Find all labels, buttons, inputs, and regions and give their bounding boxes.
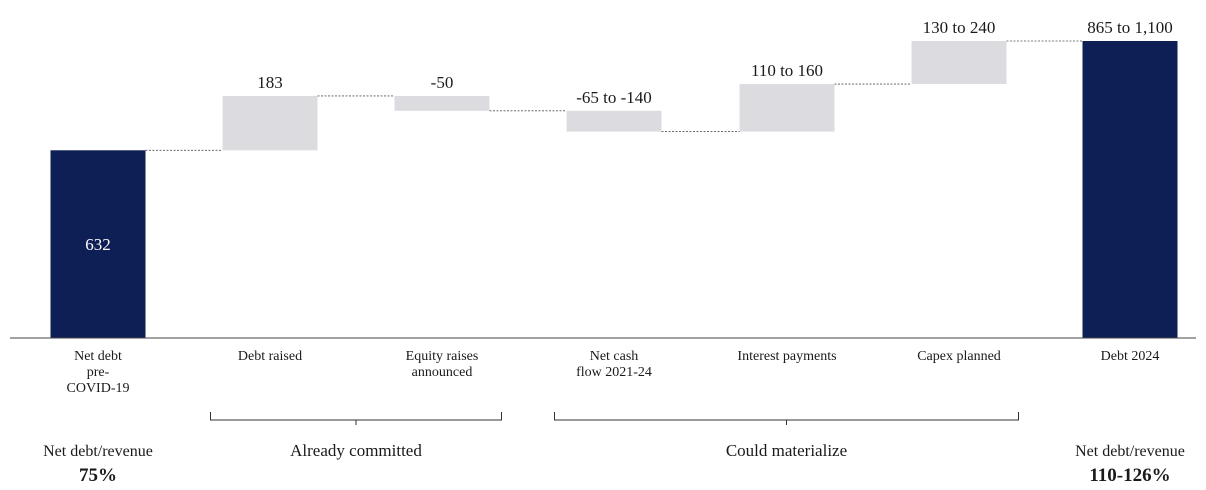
bar-1 [222,95,318,151]
bar-0 [50,150,146,338]
bar-2 [394,95,490,111]
connector-lines [145,40,1083,151]
value-label-0: 632 [85,235,111,254]
group-bracket-1 [554,412,1019,425]
category-label-1: Debt raised [238,349,302,364]
group-bracket-0 [210,412,502,425]
bar-4 [739,84,835,132]
category-label-2-line-0: Equity raises [406,349,479,364]
bar-6 [1082,41,1178,338]
value-label-2: -50 [431,73,454,92]
bar-3 [566,110,662,132]
value-label-3: -65 to -140 [576,88,652,107]
group-label-1: Could materialize [726,441,847,460]
side-note-value-1: 110-126% [1089,465,1170,486]
category-label-6: Debt 2024 [1101,349,1160,364]
value-label-5: 130 to 240 [923,18,996,37]
value-labels: 632 183 -50 -65 to -140 110 to 160 130 to 240… [85,18,1172,254]
side-note-label-0: Net debt/revenue [43,443,153,460]
category-label-0-line-1: pre- [87,365,110,380]
category-label-0-line-2: COVID-19 [67,381,130,396]
group-label-0: Already committed [290,441,422,460]
side-note-label-1: Net debt/revenue [1075,443,1185,460]
category-label-3-line-1: flow 2021-24 [576,365,652,380]
category-label-0-line-0: Net debt [74,349,122,364]
bar-5 [911,41,1007,85]
category-label-5: Capex planned [917,349,1001,364]
category-label-3-line-0: Net cash [590,349,639,364]
category-label-4: Interest payments [737,349,836,364]
bars [50,41,1178,338]
value-label-4: 110 to 160 [751,61,823,80]
category-label-2-line-1: announced [412,365,473,380]
side-note-value-0: 75% [79,465,117,486]
value-label-1: 183 [257,73,283,92]
group-labels: Already committed Could materialize [290,441,847,460]
value-label-6: 865 to 1,100 [1087,18,1172,37]
group-brackets [210,412,1019,425]
side-notes: Net debt/revenue 75% Net debt/revenue 110-1… [43,443,1185,486]
